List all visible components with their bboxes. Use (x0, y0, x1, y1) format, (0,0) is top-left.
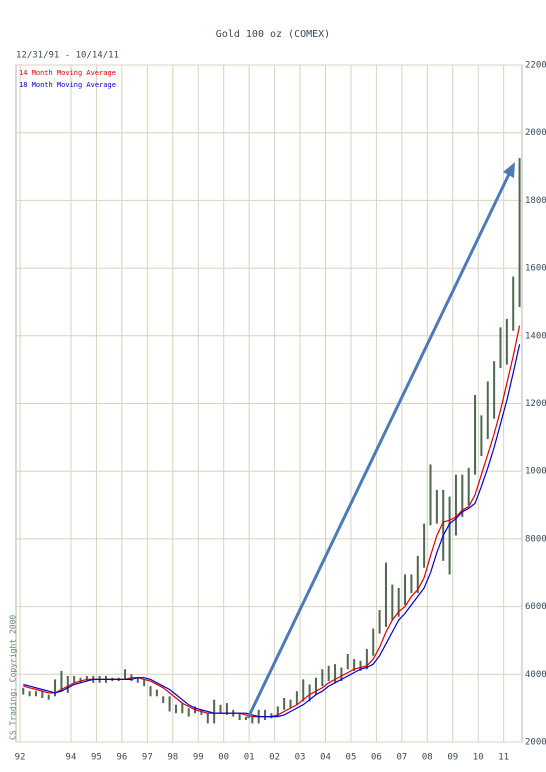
y-tick-label: 10000 (525, 467, 546, 477)
x-tick-label: 92 (15, 753, 26, 763)
x-tick-label: 94 (66, 753, 77, 763)
x-tick-label: 08 (422, 753, 433, 763)
plot-area: 20000 40000 60000 80000 10000 12000 14000 16000… (15, 61, 546, 763)
x-tick-label: 09 (447, 753, 458, 763)
y-tick-label: 22000 (525, 61, 546, 71)
x-tick-label: 11 (498, 753, 509, 763)
chart-title: Gold 100 oz (COMEX) (216, 29, 330, 40)
legend-entry: 14 Month Moving Average (19, 69, 116, 77)
y-tick-label: 12000 (525, 399, 546, 409)
y-tick-label: 18000 (525, 196, 546, 206)
moving-average-line (23, 344, 521, 718)
x-tick-label: 00 (218, 753, 229, 763)
x-tick-label: 97 (142, 753, 153, 763)
y-tick-label: 80000 (525, 534, 546, 544)
y-tick-label: 40000 (525, 670, 546, 680)
y-tick-label: 20000 (525, 128, 546, 138)
x-tick-label: 98 (167, 753, 178, 763)
y-tick-label: 14000 (525, 331, 546, 341)
x-tick-label: 02 (269, 753, 280, 763)
copyright: CS Trading: Copyright 2000 (9, 615, 18, 740)
arrow-head (503, 162, 515, 178)
y-tick-label: 16000 (525, 264, 546, 274)
y-tick-label: 20000 (525, 738, 546, 748)
arrow (246, 171, 512, 719)
x-tick-label: 96 (116, 753, 127, 763)
x-tick-label: 06 (371, 753, 382, 763)
x-tick-label: 99 (193, 753, 204, 763)
x-tick-label: 07 (396, 753, 407, 763)
x-tick-label: 01 (244, 753, 255, 763)
x-tick-label: 04 (320, 753, 331, 763)
x-tick-label: 03 (295, 753, 306, 763)
x-tick-label: 10 (473, 753, 484, 763)
subtitle: 12/31/91 - 10/14/11 (16, 51, 119, 61)
legend-entry: 18 Month Moving Average (19, 81, 116, 89)
y-tick-label: 60000 (525, 602, 546, 612)
x-tick-label: 05 (346, 753, 357, 763)
x-tick-label: 95 (91, 753, 102, 763)
